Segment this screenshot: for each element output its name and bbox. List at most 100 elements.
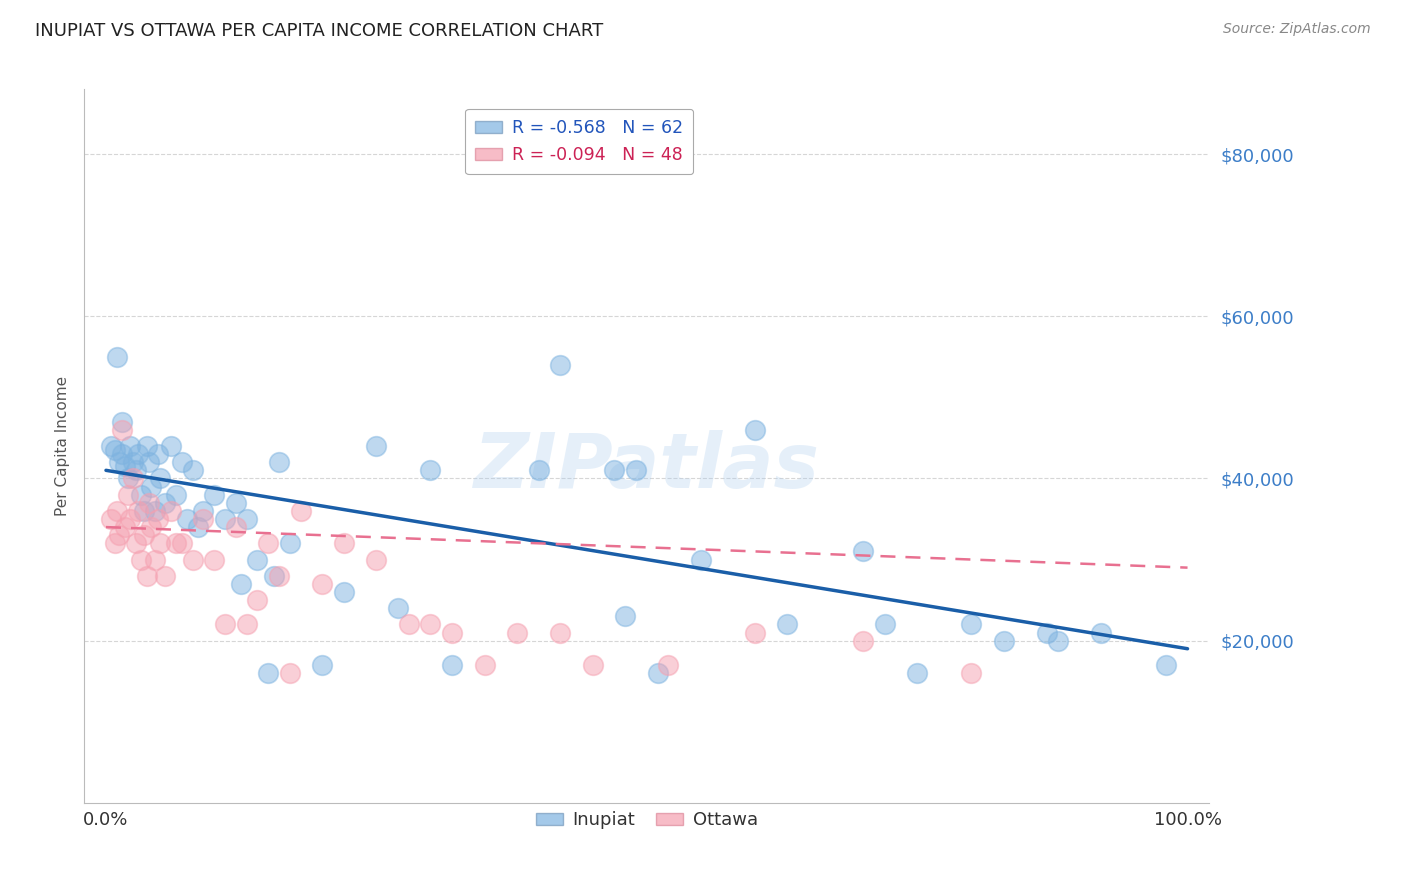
Point	[474, 657, 496, 672]
Point	[111, 447, 134, 461]
Point	[441, 657, 464, 672]
Point	[257, 666, 280, 681]
Point	[582, 657, 605, 672]
Point	[548, 625, 571, 640]
Point	[111, 423, 134, 437]
Legend: Inupiat, Ottawa: Inupiat, Ottawa	[529, 805, 765, 837]
Point	[100, 512, 122, 526]
Point	[333, 585, 356, 599]
Point	[187, 520, 209, 534]
Point	[108, 455, 131, 469]
Point	[149, 471, 172, 485]
Point	[647, 666, 669, 681]
Point	[214, 512, 236, 526]
Point	[149, 536, 172, 550]
Point	[231, 577, 253, 591]
Point	[125, 463, 148, 477]
Point	[146, 512, 169, 526]
Point	[138, 496, 160, 510]
Point	[176, 512, 198, 526]
Point	[235, 512, 257, 526]
Point	[225, 520, 247, 534]
Point	[333, 536, 356, 550]
Point	[127, 447, 149, 461]
Point	[136, 568, 159, 582]
Point	[387, 601, 409, 615]
Point	[118, 439, 141, 453]
Point	[744, 625, 766, 640]
Y-axis label: Per Capita Income: Per Capita Income	[55, 376, 70, 516]
Point	[1046, 633, 1069, 648]
Point	[105, 350, 128, 364]
Point	[122, 455, 145, 469]
Point	[235, 617, 257, 632]
Point	[117, 488, 139, 502]
Point	[267, 455, 290, 469]
Point	[744, 423, 766, 437]
Point	[193, 504, 215, 518]
Point	[689, 552, 711, 566]
Point	[624, 463, 647, 477]
Point	[114, 520, 136, 534]
Point	[548, 358, 571, 372]
Point	[170, 455, 193, 469]
Point	[105, 504, 128, 518]
Point	[160, 504, 183, 518]
Point	[193, 512, 215, 526]
Point	[117, 471, 139, 485]
Point	[225, 496, 247, 510]
Point	[614, 609, 637, 624]
Point	[960, 666, 983, 681]
Point	[603, 463, 626, 477]
Point	[181, 552, 204, 566]
Point	[657, 657, 679, 672]
Point	[1154, 657, 1177, 672]
Point	[143, 504, 166, 518]
Text: INUPIAT VS OTTAWA PER CAPITA INCOME CORRELATION CHART: INUPIAT VS OTTAWA PER CAPITA INCOME CORR…	[35, 22, 603, 40]
Point	[165, 536, 187, 550]
Point	[136, 439, 159, 453]
Point	[129, 488, 152, 502]
Point	[118, 512, 141, 526]
Point	[1090, 625, 1112, 640]
Point	[108, 528, 131, 542]
Text: ZIPatlas: ZIPatlas	[474, 431, 820, 504]
Point	[165, 488, 187, 502]
Point	[290, 504, 312, 518]
Point	[1036, 625, 1059, 640]
Point	[181, 463, 204, 477]
Point	[993, 633, 1015, 648]
Point	[132, 528, 155, 542]
Point	[129, 552, 152, 566]
Point	[278, 666, 301, 681]
Point	[104, 443, 127, 458]
Point	[111, 415, 134, 429]
Point	[138, 455, 160, 469]
Point	[122, 471, 145, 485]
Point	[852, 544, 875, 558]
Point	[398, 617, 420, 632]
Point	[366, 552, 388, 566]
Point	[155, 496, 177, 510]
Point	[257, 536, 280, 550]
Point	[960, 617, 983, 632]
Point	[155, 568, 177, 582]
Point	[114, 459, 136, 474]
Point	[267, 568, 290, 582]
Point	[170, 536, 193, 550]
Point	[141, 520, 163, 534]
Point	[419, 463, 441, 477]
Point	[776, 617, 799, 632]
Point	[246, 552, 269, 566]
Point	[202, 488, 225, 502]
Point	[311, 577, 333, 591]
Point	[202, 552, 225, 566]
Point	[311, 657, 333, 672]
Point	[146, 447, 169, 461]
Point	[100, 439, 122, 453]
Point	[506, 625, 529, 640]
Point	[366, 439, 388, 453]
Point	[132, 504, 155, 518]
Point	[852, 633, 875, 648]
Point	[278, 536, 301, 550]
